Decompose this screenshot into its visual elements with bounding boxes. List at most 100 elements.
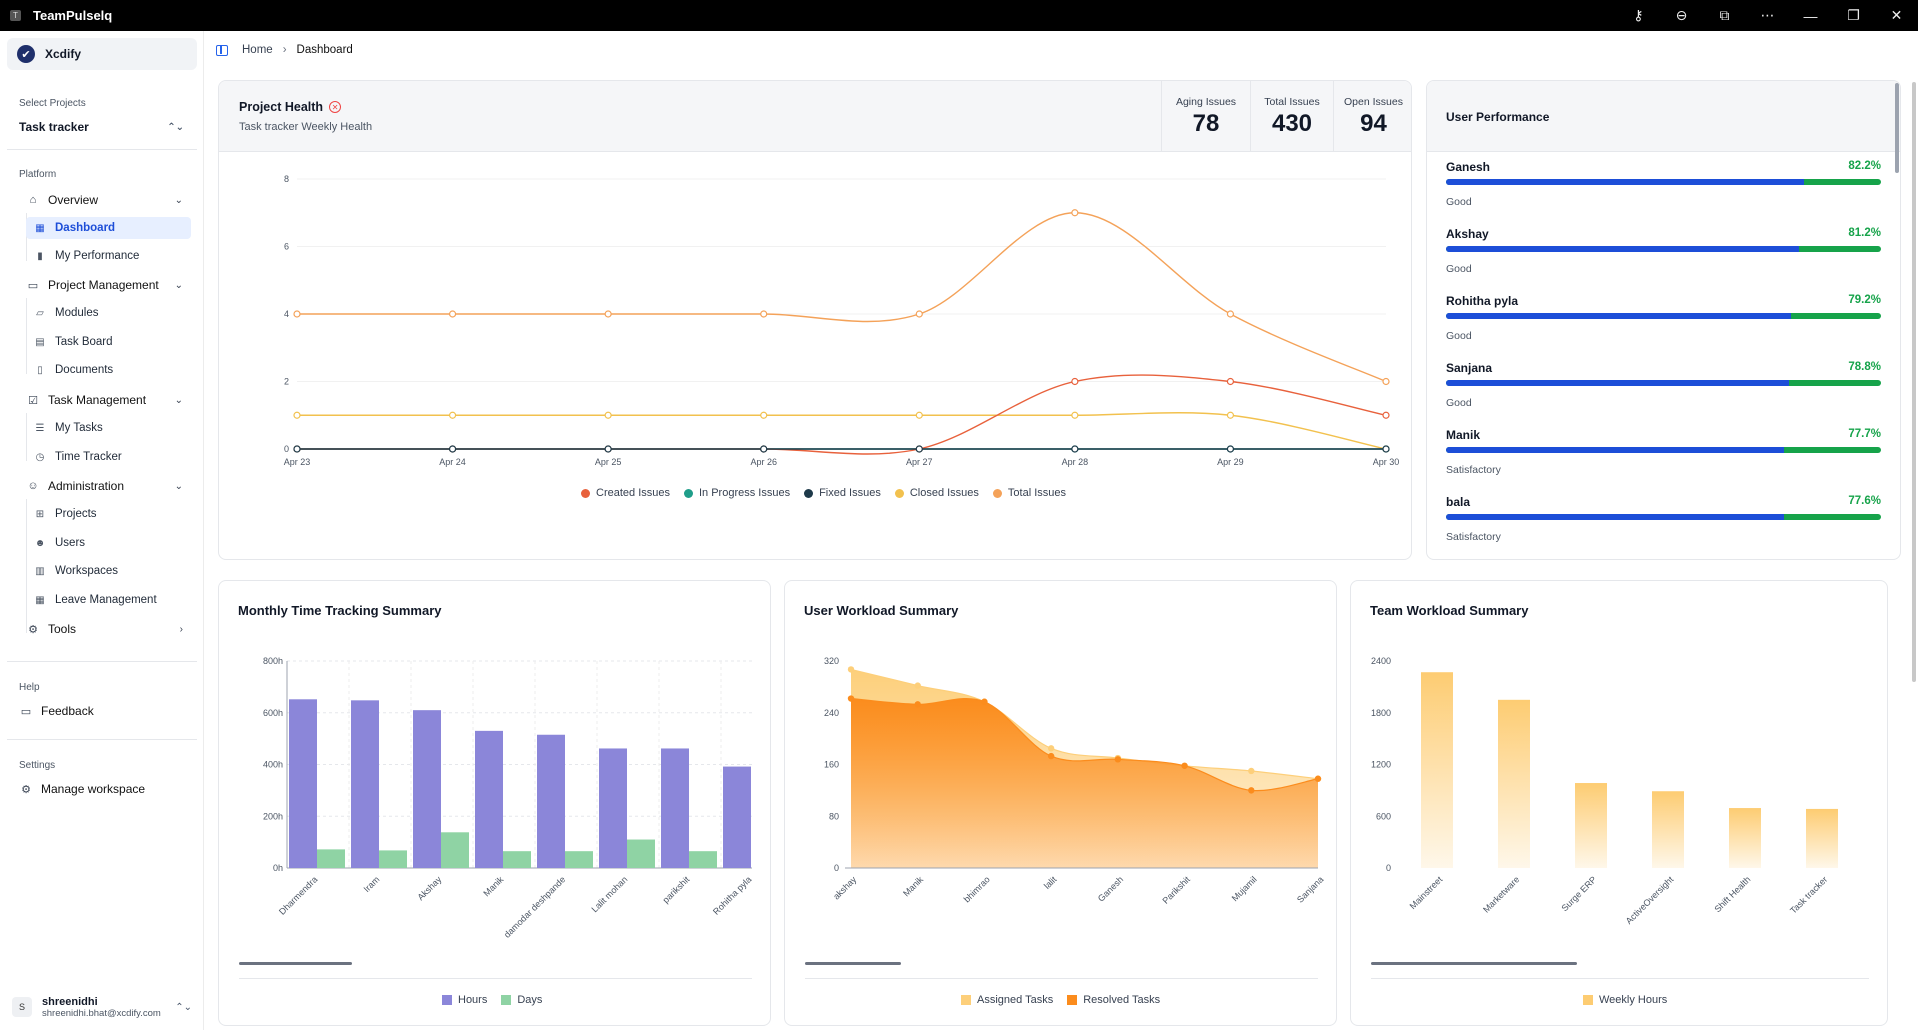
bar: [1806, 808, 1838, 868]
nav-project-management[interactable]: ▭ Project Management ⌄: [26, 274, 191, 296]
horizontal-scrollbar[interactable]: [805, 962, 901, 965]
legend-label: Assigned Tasks: [977, 994, 1054, 1006]
user-group-icon: ☺: [27, 480, 39, 492]
more-icon[interactable]: ⋯: [1760, 7, 1775, 23]
page-scrollbar[interactable]: [1912, 82, 1916, 682]
nav-dashboard[interactable]: ▦ Dashboard: [26, 217, 191, 239]
nav-my-performance[interactable]: ▮ My Performance: [26, 245, 191, 267]
nav-projects[interactable]: ⊞ Projects: [26, 503, 191, 525]
nav-manage-workspace[interactable]: ⚙ Manage workspace: [19, 778, 184, 800]
y-tick-label: 80: [829, 811, 839, 821]
bar: [627, 839, 655, 868]
progress-fill: [1446, 313, 1791, 319]
progress-bar: [1446, 380, 1881, 386]
nav-users[interactable]: ☻ Users: [26, 532, 191, 554]
legend-swatch: [683, 488, 693, 498]
nav-time-tracker[interactable]: ◷ Time Tracker: [26, 446, 191, 468]
stat-open-issues: Open Issues 94: [1333, 81, 1411, 152]
user-workload-chart: 0 80 160 240 320 akshay Manik bhimrao lalit Ganes…: [824, 656, 1325, 906]
x-tick-label: ActiveOversight: [1624, 874, 1676, 926]
divider: [7, 149, 197, 150]
workspace-switcher[interactable]: ✔ Xcdify: [7, 38, 197, 70]
y-tick-label: 240: [824, 708, 839, 718]
bar: [1729, 808, 1761, 868]
user-status: Good: [1446, 330, 1472, 342]
legend-item[interactable]: Days: [501, 994, 542, 1006]
x-tick-label: Apr 29: [1217, 457, 1244, 467]
bar: [599, 748, 627, 868]
progress-fill: [1446, 514, 1784, 520]
x-tick-label: Dharmendra: [277, 874, 319, 916]
nav-overview[interactable]: ⌂ Overview ⌄: [26, 189, 191, 211]
legend-item[interactable]: Hours: [442, 994, 487, 1006]
zoom-out-icon[interactable]: ⊖: [1675, 7, 1688, 23]
close-icon[interactable]: ✕: [1890, 7, 1903, 23]
series-line: [850, 668, 1319, 780]
user-menu[interactable]: S shreenidhi shreenidhi.bhat@xcdify.com …: [12, 991, 192, 1023]
breadcrumb-home[interactable]: Home: [242, 44, 273, 56]
folder-icon: ▱: [36, 307, 44, 319]
team-workload-legend: Weekly Hours: [1583, 994, 1681, 1006]
nav-my-tasks[interactable]: ☰ My Tasks: [26, 417, 191, 439]
horizontal-scrollbar[interactable]: [239, 962, 352, 965]
chevron-right-icon: ›: [282, 44, 287, 56]
nav-documents[interactable]: ▯ Documents: [26, 359, 191, 381]
restore-icon[interactable]: ❐: [1847, 7, 1860, 23]
legend-item[interactable]: Weekly Hours: [1583, 994, 1667, 1006]
divider: [1371, 978, 1869, 979]
chevron-down-icon: ⌄: [174, 480, 183, 492]
data-point: [847, 695, 855, 702]
user-status: Satisfactory: [1446, 531, 1501, 543]
nav-task-management[interactable]: ☑ Task Management ⌄: [26, 389, 191, 411]
project-select[interactable]: Task tracker ⌃⌄: [19, 117, 184, 137]
legend-item[interactable]: Created Issues: [581, 487, 670, 499]
horizontal-scrollbar[interactable]: [1371, 962, 1577, 965]
progress-bar: [1446, 447, 1881, 453]
legend-swatch: [961, 995, 971, 1005]
x-tick-label: Mujamil: [1230, 874, 1259, 903]
stat-value: 94: [1360, 110, 1387, 137]
workspace-name: Xcdify: [45, 47, 82, 61]
user-performance-title: User Performance: [1446, 110, 1550, 124]
chevron-updown-icon: ⌃⌄: [167, 121, 184, 133]
legend-item[interactable]: Closed Issues: [894, 487, 979, 499]
nav-documents-label: Documents: [55, 364, 114, 376]
nav-workspaces[interactable]: ▥ Workspaces: [26, 560, 191, 582]
data-point: [448, 445, 457, 453]
nav-administration-label: Administration: [48, 479, 125, 493]
data-point: [1181, 762, 1188, 769]
user-name: Manik: [1446, 428, 1481, 442]
y-tick-label: 8: [284, 174, 289, 184]
bar-chart-icon: ▮: [37, 250, 43, 262]
nav-administration[interactable]: ☺ Administration ⌄: [26, 475, 191, 497]
y-tick-label: 2: [284, 377, 289, 387]
legend-item[interactable]: Resolved Tasks: [1067, 994, 1160, 1006]
x-tick-label: damodar deshpande: [502, 874, 567, 939]
data-point: [760, 411, 768, 419]
progress-bar: [1446, 313, 1881, 319]
legend-item[interactable]: Fixed Issues: [804, 487, 881, 499]
user-workload-card: User Workload Summary 0 80 160 240 320 akshay…: [784, 580, 1337, 1026]
series-line: [297, 212, 1387, 383]
hierarchy-icon: ⊞: [35, 508, 45, 520]
sidebar-toggle-icon[interactable]: [216, 44, 228, 56]
minimize-icon[interactable]: —: [1803, 7, 1818, 24]
project-health-title-text: Project Health: [239, 100, 324, 114]
bar: [317, 849, 345, 868]
legend-item[interactable]: Total Issues: [992, 487, 1066, 499]
nav-tools[interactable]: ⚙ Tools ›: [26, 618, 191, 640]
legend-label: Created Issues: [596, 487, 670, 499]
error-icon: ✕: [329, 101, 342, 113]
nav-task-board[interactable]: ▤ Task Board: [26, 331, 191, 353]
legend-item[interactable]: In Progress Issues: [683, 487, 790, 499]
key-icon[interactable]: ⚷: [1633, 7, 1644, 23]
nav-modules[interactable]: ▱ Modules: [26, 302, 191, 324]
cast-icon[interactable]: ⧉: [1719, 7, 1730, 23]
avatar: S: [12, 997, 32, 1017]
nav-leave-management[interactable]: ▦ Leave Management: [26, 589, 191, 611]
y-tick-label: 6: [284, 242, 289, 252]
scrollbar[interactable]: [1895, 83, 1899, 173]
nav-feedback[interactable]: ▭ Feedback: [19, 700, 184, 722]
legend-item[interactable]: Assigned Tasks: [961, 994, 1053, 1006]
data-point: [847, 666, 855, 673]
